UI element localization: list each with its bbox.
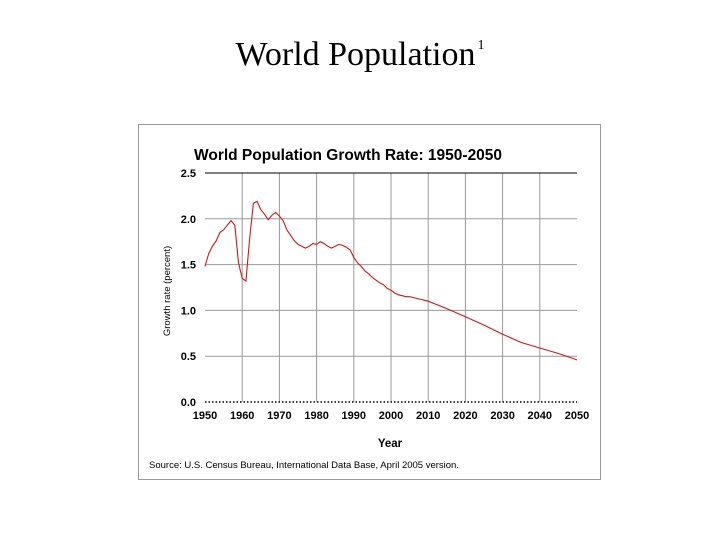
growth-rate-chart: World Population Growth Rate: 1950-2050 … (149, 147, 590, 471)
chart-title: World Population Growth Rate: 1950-2050 (194, 147, 502, 164)
y-axis-label: Growth rate (percent) (162, 246, 173, 336)
x-tick-label-1950: 1950 (193, 410, 217, 422)
y-tick-label-1.0: 1.0 (181, 305, 196, 317)
x-tick-label-2020: 2020 (453, 410, 477, 422)
source-note: Source: U.S. Census Bureau, Internationa… (149, 460, 459, 471)
slide-title-text: World Population (235, 36, 476, 73)
x-tick-label-1990: 1990 (342, 410, 366, 422)
x-tick-label-2030: 2030 (490, 410, 514, 422)
slide-title: World Population 1 (0, 36, 720, 74)
x-tick-label-1980: 1980 (304, 410, 328, 422)
series-line-growth-rate (204, 200, 578, 361)
footnote-marker: 1 (477, 38, 485, 53)
x-tick-label-1960: 1960 (230, 410, 254, 422)
y-tick-label-2.0: 2.0 (181, 214, 196, 226)
y-tick-label-0.5: 0.5 (181, 351, 196, 363)
chart-frame: World Population Growth Rate: 1950-2050 … (138, 124, 601, 480)
y-tick-label-2.5: 2.5 (181, 168, 196, 180)
x-tick-label-2010: 2010 (416, 410, 440, 422)
y-tick-label-0.0: 0.0 (181, 397, 196, 409)
x-tick-label-2050: 2050 (565, 410, 589, 422)
x-axis-label: Year (378, 438, 403, 450)
tick-labels: 1950 1960 1970 1980 1990 2000 2010 2020 2030 2040… (181, 168, 590, 422)
x-tick-label-2000: 2000 (379, 410, 403, 422)
x-tick-label-2040: 2040 (528, 410, 552, 422)
x-tick-label-1970: 1970 (267, 410, 291, 422)
y-tick-label-1.5: 1.5 (181, 260, 196, 272)
grid-lines (205, 172, 577, 402)
